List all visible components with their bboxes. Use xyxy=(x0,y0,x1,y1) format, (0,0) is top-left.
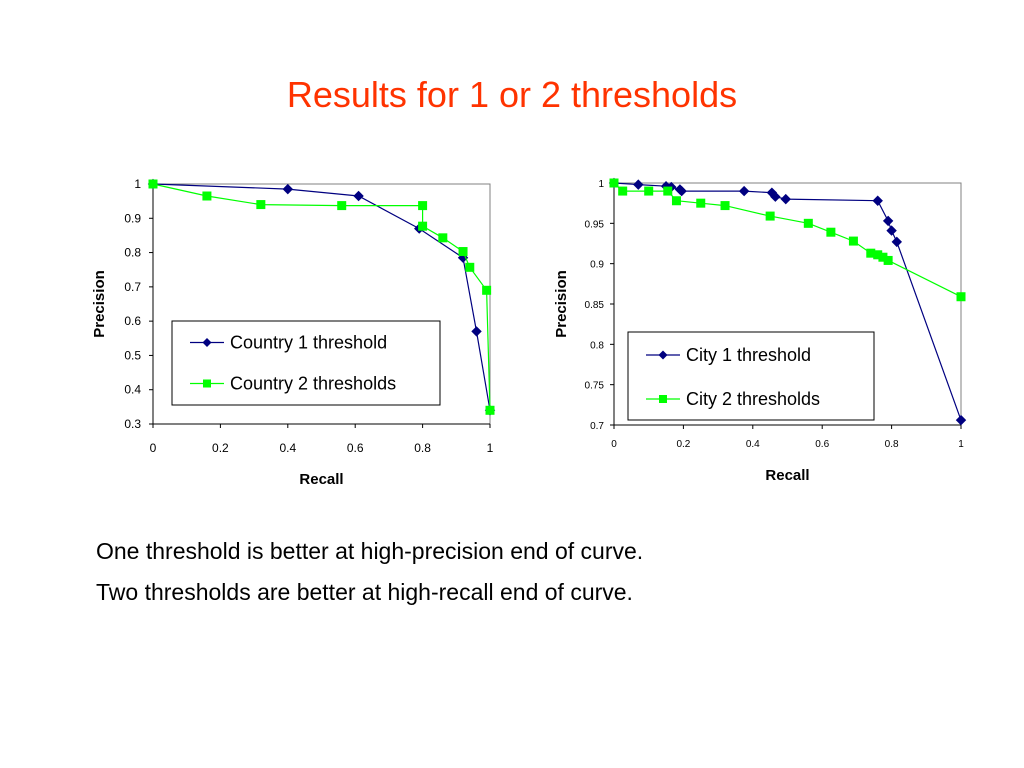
data-point xyxy=(282,183,294,195)
x-tick-label: 0.4 xyxy=(279,441,296,455)
x-tick-label: 0 xyxy=(611,439,617,450)
data-point xyxy=(353,190,364,202)
legend-box xyxy=(627,331,875,421)
y-tick-label: 1 xyxy=(134,177,141,191)
data-point xyxy=(696,198,706,208)
legend-label: City 2 thresholds xyxy=(686,389,820,409)
data-point xyxy=(471,326,482,337)
data-point xyxy=(826,227,836,237)
x-tick-label: 0.6 xyxy=(815,439,829,450)
data-point xyxy=(618,186,628,196)
data-point xyxy=(148,179,158,189)
x-axis-title: Recall xyxy=(765,467,809,484)
data-point xyxy=(485,405,495,415)
data-point xyxy=(803,218,813,228)
data-point xyxy=(482,285,492,295)
x-tick-label: 0 xyxy=(150,441,157,455)
data-point xyxy=(676,185,687,197)
legend-marker xyxy=(659,395,667,403)
data-point xyxy=(663,186,673,196)
data-point xyxy=(770,191,781,202)
y-tick-label: 0.9 xyxy=(124,211,141,225)
data-point xyxy=(720,201,730,211)
data-point xyxy=(438,233,448,243)
data-point xyxy=(955,414,967,426)
data-point xyxy=(609,178,619,188)
data-point xyxy=(765,211,775,221)
legend-label: Country 2 thresholds xyxy=(230,374,396,394)
x-tick-label: 0.8 xyxy=(885,439,899,450)
data-point xyxy=(671,196,681,206)
data-point xyxy=(886,225,897,236)
data-point xyxy=(418,201,428,211)
x-tick-label: 0.2 xyxy=(212,441,229,455)
y-tick-label: 0.3 xyxy=(124,417,141,431)
y-tick-label: 0.85 xyxy=(585,300,605,311)
legend-label: City 1 threshold xyxy=(686,345,811,365)
slide-title: Results for 1 or 2 thresholds xyxy=(286,74,738,115)
legend-box xyxy=(171,320,441,406)
x-tick-label: 0.4 xyxy=(746,439,760,450)
y-axis-title: Precision xyxy=(91,270,108,338)
y-tick-label: 0.5 xyxy=(124,348,141,362)
data-point xyxy=(457,252,469,263)
x-tick-label: 0.2 xyxy=(676,439,690,450)
data-point xyxy=(465,262,475,272)
city-chart: 0.7 0.75 0.8 0.85 0.9 0.95 1 0 0.2 0.4 0.6 0.8 1 Reca… xyxy=(553,177,967,484)
legend-marker xyxy=(658,350,668,360)
data-point xyxy=(872,195,883,206)
x-tick-label: 1 xyxy=(958,439,964,450)
x-tick-label: 1 xyxy=(487,441,494,455)
x-tick-label: 0.8 xyxy=(414,441,431,455)
y-tick-label: 0.75 xyxy=(585,381,605,392)
x-axis-title: Recall xyxy=(299,471,343,488)
y-tick-label: 1 xyxy=(598,179,604,190)
y-tick-label: 0.95 xyxy=(585,219,605,230)
data-point xyxy=(848,236,858,246)
data-point xyxy=(882,215,894,227)
y-tick-label: 0.9 xyxy=(590,260,604,271)
data-point xyxy=(337,201,347,211)
data-point xyxy=(883,255,893,265)
data-point xyxy=(738,185,750,197)
y-tick-label: 0.7 xyxy=(590,421,604,432)
data-point xyxy=(644,186,654,196)
data-point xyxy=(418,221,428,231)
legend-marker xyxy=(203,379,211,388)
y-axis-title: Precision xyxy=(553,270,570,338)
y-tick-label: 0.8 xyxy=(590,340,604,351)
data-point xyxy=(202,191,212,201)
data-point xyxy=(780,193,791,205)
y-tick-label: 0.8 xyxy=(124,246,141,260)
data-point xyxy=(633,179,644,190)
data-point xyxy=(891,236,903,248)
legend-label: Country 1 threshold xyxy=(230,333,387,353)
y-tick-label: 0.7 xyxy=(124,280,141,294)
data-point xyxy=(458,247,468,257)
data-point xyxy=(256,200,266,210)
y-tick-label: 0.6 xyxy=(124,314,141,328)
conclusion-line-1: One threshold is better at high-precisio… xyxy=(96,538,644,564)
legend-marker xyxy=(202,338,212,347)
country-chart: 0.3 0.4 0.5 0.6 0.7 0.8 0.9 1 0 0.2 0.4 0.6 0.8 1 Reca… xyxy=(91,177,496,488)
x-tick-label: 0.6 xyxy=(347,441,364,455)
data-point xyxy=(956,292,966,302)
y-tick-label: 0.4 xyxy=(124,383,141,397)
conclusion-line-2: Two thresholds are better at high-recall… xyxy=(96,579,633,605)
